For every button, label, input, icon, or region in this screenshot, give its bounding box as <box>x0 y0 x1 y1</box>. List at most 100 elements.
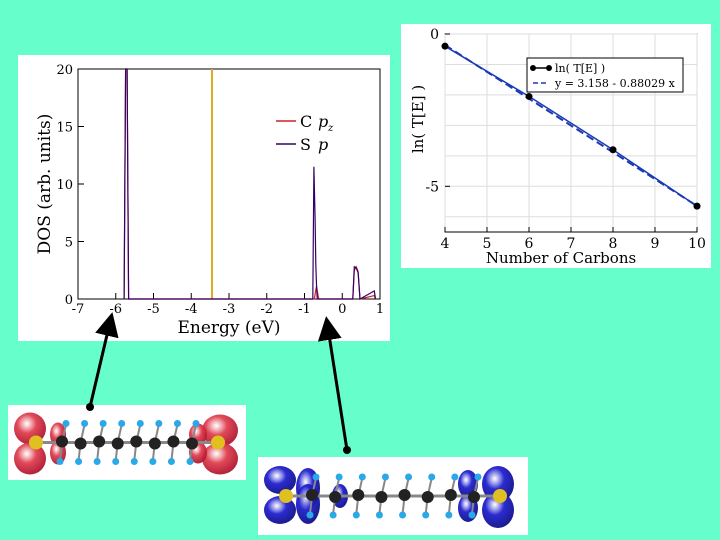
lnt-x-tick-label: 7 <box>567 236 576 252</box>
hydrogen-atom <box>75 458 83 465</box>
lnt-data-point <box>525 92 533 100</box>
dos-series-s-p <box>123 68 377 300</box>
hydrogen-atom <box>167 458 175 465</box>
dos-legend-label-c-z: z <box>327 123 334 134</box>
dos-plot-frame <box>77 68 381 300</box>
dos-legend-label-s-p: p <box>318 135 328 154</box>
hydrogen-atom <box>451 473 459 481</box>
hydrogen-atom <box>358 473 366 481</box>
hydrogen-atom <box>352 511 360 519</box>
dos-x-axis-label: Energy (eV) <box>177 318 280 338</box>
lnt-data-point <box>441 42 449 50</box>
dos-x-tick-label: -5 <box>147 302 160 317</box>
lnt-y-axis-label: ln( T[E] ) <box>409 85 427 153</box>
dos-y-tick-label: 5 <box>65 236 73 251</box>
hydrogen-atom <box>399 511 407 519</box>
hydrogen-atom <box>130 458 138 465</box>
lnt-legend-marker <box>546 65 552 71</box>
dos-y-tick-label: 15 <box>56 121 73 136</box>
carbon-atom <box>111 437 124 450</box>
carbon-atom <box>74 437 87 450</box>
hydrogen-atom <box>422 511 430 519</box>
hydrogen-atom <box>186 458 194 465</box>
dos-y-tick-label: 0 <box>65 293 73 308</box>
carbon-atom <box>468 491 480 503</box>
dos-x-tick-label: -2 <box>260 302 273 317</box>
hydrogen-atom <box>329 511 337 519</box>
orbital-lobe <box>482 492 514 528</box>
carbon-atom <box>352 489 365 501</box>
hydrogen-atom <box>136 420 144 427</box>
arrow-right-tail <box>343 446 351 454</box>
carbon-atom <box>375 491 388 503</box>
orbital-image-right <box>258 457 528 535</box>
carbon-atom <box>93 435 106 448</box>
dos-x-tick-label: -7 <box>72 302 85 317</box>
lnt-data-point <box>609 146 617 154</box>
hydrogen-atom <box>474 473 482 481</box>
lnt-x-tick-label: 9 <box>651 236 660 252</box>
carbon-atom <box>329 491 342 503</box>
carbon-atom <box>167 435 180 448</box>
dos-x-tick-label: -6 <box>109 302 122 317</box>
hydrogen-atom <box>173 420 181 427</box>
transmission-chart-panel: 4 5 6 7 8 9 10 0 -5 Number of Carbons ln( T[E] ) ln… <box>401 24 711 268</box>
hydrogen-atom <box>335 473 343 481</box>
carbon-atom <box>186 437 198 450</box>
lnt-y-tick-label: -5 <box>425 179 439 195</box>
hydrogen-atom <box>428 473 436 481</box>
hydrogen-atom <box>381 473 389 481</box>
hydrogen-atom <box>118 420 126 427</box>
hydrogen-atom <box>192 420 200 427</box>
lnt-legend-label-data: ln( T[E] ) <box>555 62 605 75</box>
hydrogen-atom <box>312 473 320 481</box>
carbon-atom <box>421 491 434 503</box>
carbon-atom <box>56 435 68 448</box>
orbital-lobe <box>264 466 296 494</box>
hydrogen-atom <box>405 473 413 481</box>
orbital-image-left <box>8 405 246 480</box>
dos-legend-label-s: S <box>300 135 311 154</box>
transmission-chart: 4 5 6 7 8 9 10 0 -5 Number of Carbons ln( T[E] ) ln… <box>409 27 706 267</box>
dos-x-tick-label: -4 <box>185 302 198 317</box>
hydrogen-atom <box>375 511 383 519</box>
sulfur-atom <box>279 489 293 503</box>
lnt-x-tick-label: 5 <box>483 236 492 252</box>
lnt-x-tick-label: 10 <box>688 236 706 252</box>
orbital-lobe <box>202 414 238 447</box>
hydrogen-atom <box>306 511 314 519</box>
lnt-x-tick-label: 6 <box>525 236 534 252</box>
orbital-lobe <box>14 442 46 475</box>
dos-series-c-pz <box>123 68 377 300</box>
molecule-orbital-blue <box>264 466 514 528</box>
lnt-data-line <box>444 45 698 207</box>
hydrogen-atom <box>445 511 453 519</box>
dos-y-axis-label: DOS (arb. units) <box>35 114 55 255</box>
hydrogen-atom <box>112 458 120 465</box>
sulfur-atom <box>29 435 43 450</box>
dos-legend-label-c-p: p <box>318 112 328 131</box>
lnt-x-tick-label: 8 <box>609 236 618 252</box>
hydrogen-atom <box>155 420 163 427</box>
sulfur-atom <box>211 435 225 450</box>
hydrogen-atom <box>149 458 157 465</box>
dos-x-tick-label: -1 <box>298 302 311 317</box>
dos-y-tick-label: 20 <box>56 63 73 78</box>
carbon-atom <box>306 489 318 501</box>
lnt-legend-marker <box>530 65 536 71</box>
orbital-lobe <box>264 496 296 524</box>
dos-chart-panel: -7 -6 -5 -4 -3 -2 -1 0 1 0 5 10 15 20 Energy (eV) DOS (… <box>18 55 390 341</box>
hydrogen-atom <box>81 420 89 427</box>
hydrogen-atom <box>56 458 64 465</box>
lnt-y-tick-label: 0 <box>430 27 439 43</box>
hydrogen-atom <box>468 511 476 519</box>
arrow-right <box>317 316 349 451</box>
carbon-atom <box>130 435 143 448</box>
lnt-data-point <box>693 202 701 210</box>
sulfur-atom <box>493 489 507 503</box>
lnt-legend-box <box>526 57 684 93</box>
orbital-lobe <box>202 442 238 475</box>
dos-x-tick-label: 1 <box>376 302 384 317</box>
carbon-atom <box>398 489 411 501</box>
dos-legend-label-c: C <box>300 112 312 131</box>
